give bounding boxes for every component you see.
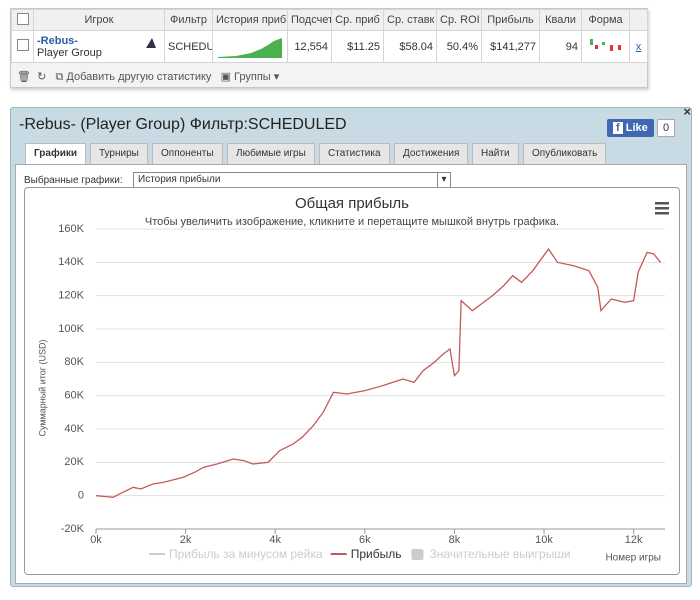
- empty-header: [629, 9, 648, 31]
- row-select[interactable]: [11, 30, 34, 63]
- y-tick-label: 160K: [58, 223, 84, 235]
- toolbar: 🗑 ↻ ⧉ Добавить другую статистику ▣ Групп…: [17, 70, 279, 84]
- col-header[interactable]: Квали: [539, 9, 582, 31]
- groups-label: Группы: [234, 71, 271, 83]
- refresh-icon[interactable]: ↻: [37, 71, 47, 83]
- x-tick-label: 6k: [359, 534, 371, 546]
- col-header[interactable]: Ср. приб: [331, 9, 384, 31]
- remove-link[interactable]: x: [635, 40, 642, 53]
- select-all[interactable]: [11, 9, 34, 31]
- player-panel: -Rebus- (Player Group) Фильтр:SCHEDULED …: [10, 104, 692, 587]
- col-header[interactable]: Фильтр: [164, 9, 213, 31]
- roi-cell: 50.4%: [436, 30, 482, 63]
- form-bars: [590, 39, 621, 51]
- y-tick-label: 80K: [64, 356, 84, 368]
- x-tick-label: 10k: [535, 534, 553, 546]
- chart-title: Общая прибыль: [295, 195, 409, 212]
- x-tick-label: 12k: [625, 534, 643, 546]
- tab[interactable]: Любимые игры: [227, 143, 315, 164]
- tab[interactable]: Опубликовать: [523, 143, 607, 164]
- tab[interactable]: Достижения: [394, 143, 469, 164]
- chart-subtitle: Чтобы увеличить изображение, кликните и …: [145, 216, 559, 228]
- form-cell: [581, 30, 630, 63]
- legend-label: Значительные выигрыши: [429, 547, 570, 561]
- count-cell: 12,554: [287, 30, 332, 63]
- menu-button[interactable]: [655, 202, 669, 215]
- y-tick-label: -20K: [61, 523, 85, 535]
- y-axis-label: Суммарный итог (USD): [37, 339, 47, 436]
- stats-table: Игрок Фильтр История приб Подсчет Ср. пр…: [11, 9, 648, 63]
- remove-cell: x: [629, 30, 648, 63]
- y-tick-label: 20K: [64, 456, 84, 468]
- col-header[interactable]: Игрок: [33, 9, 165, 31]
- player-name[interactable]: -Rebus-: [37, 34, 78, 47]
- col-header[interactable]: Форма: [581, 9, 630, 31]
- filter-cell: SCHEDULED: [164, 30, 213, 63]
- y-tick-label: 140K: [58, 256, 84, 268]
- chart-select[interactable]: История прибыли ▾: [133, 172, 451, 188]
- like-label: Like: [625, 122, 648, 134]
- sparkline: [218, 38, 282, 58]
- y-tick-label: 60K: [64, 390, 84, 402]
- x-axis-label: Номер игры: [605, 553, 661, 564]
- x-tick-label: 4k: [269, 534, 281, 546]
- col-header[interactable]: Ср. ROI: [436, 9, 482, 31]
- panel-title: -Rebus- (Player Group) Фильтр:SCHEDULED: [19, 116, 347, 133]
- like-count: 0: [657, 119, 676, 137]
- tab[interactable]: Графики: [25, 143, 87, 165]
- add-stat-label: Добавить другую статистику: [66, 71, 212, 83]
- player-row: -Rebus- Player Group SCHEDULED 12,554 $1…: [11, 30, 648, 63]
- avg-profit-cell: $11.25: [331, 30, 384, 63]
- delete-icon[interactable]: 🗑: [17, 71, 31, 83]
- y-tick-label: 100K: [58, 323, 84, 335]
- col-header[interactable]: Прибыль: [481, 9, 540, 31]
- legend-label: Прибыль: [351, 547, 402, 561]
- sparkline-cell: [212, 30, 288, 63]
- close-button[interactable]: ×: [683, 104, 691, 119]
- tab[interactable]: Статистика: [319, 143, 390, 164]
- avg-stake-cell: $58.04: [383, 30, 437, 63]
- stats-table-panel: Игрок Фильтр История приб Подсчет Ср. пр…: [10, 8, 648, 88]
- x-tick-label: 2k: [180, 534, 192, 546]
- x-tick-label: 8k: [449, 534, 461, 546]
- tab[interactable]: Оппоненты: [152, 143, 223, 164]
- tab[interactable]: Найти: [472, 143, 519, 164]
- select-value: История прибыли: [138, 174, 221, 185]
- header-row: Игрок Фильтр История приб Подсчет Ср. пр…: [11, 9, 648, 31]
- groups-button[interactable]: ▣ Группы ▾: [220, 71, 280, 83]
- col-header[interactable]: История приб: [212, 9, 288, 31]
- quali-cell: 94: [539, 30, 582, 63]
- network-icon: [146, 38, 156, 48]
- y-tick-label: 40K: [64, 423, 84, 435]
- profit-cell: $141,277: [481, 30, 540, 63]
- col-header[interactable]: Подсчет: [287, 9, 332, 31]
- tab-content: Выбранные графики: История прибыли ▾ Обща…: [15, 164, 687, 584]
- selector-label: Выбранные графики:: [24, 175, 123, 186]
- x-tick-label: 0k: [90, 534, 102, 546]
- player-group: Player Group: [37, 46, 102, 59]
- player-cell: -Rebus- Player Group: [33, 30, 165, 63]
- profit-line: [95, 247, 662, 498]
- add-stat-button[interactable]: ⧉ Добавить другую статистику: [55, 71, 212, 83]
- legend-swatch: [411, 549, 424, 560]
- y-tick-label: 0: [78, 490, 84, 502]
- like-button[interactable]: f Like: [607, 119, 654, 137]
- y-tick-label: 120K: [58, 290, 84, 302]
- legend-label: Прибыль за минусом рейка: [169, 547, 323, 561]
- chart-container: Общая прибыль Чтобы увеличить изображени…: [24, 187, 680, 575]
- chart: Общая прибыль Чтобы увеличить изображени…: [37, 195, 669, 564]
- col-header[interactable]: Ср. ставк: [383, 9, 437, 31]
- tab[interactable]: Турниры: [90, 143, 148, 164]
